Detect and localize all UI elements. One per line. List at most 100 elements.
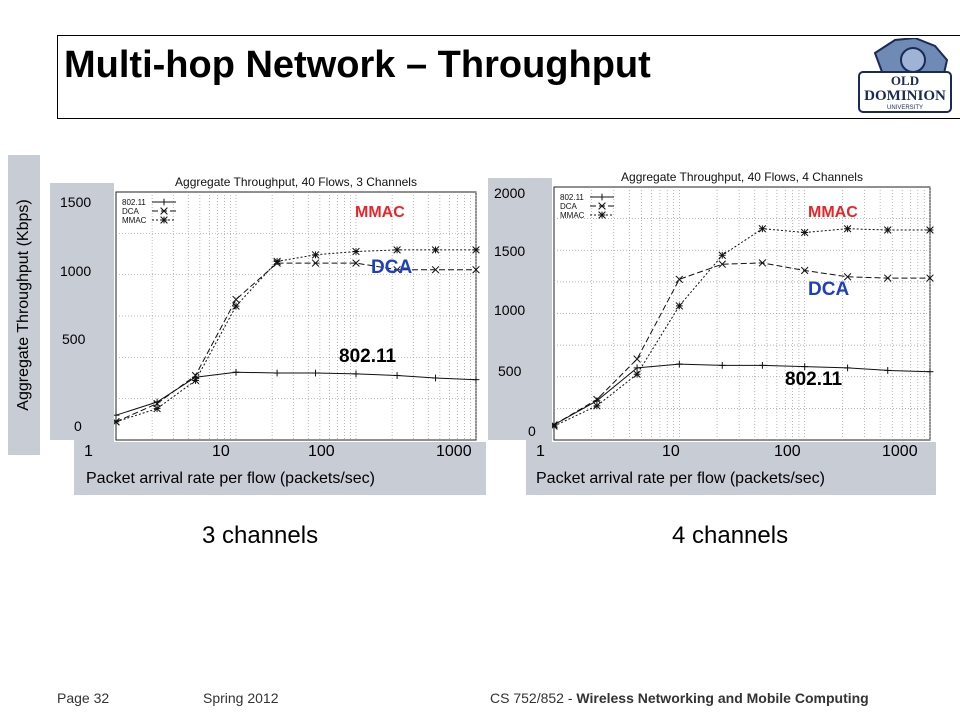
left-point-mmac — [191, 376, 200, 385]
footer-course-bold: Wireless Networking and Mobile Computing — [576, 690, 869, 706]
left-point-mmac — [431, 246, 440, 254]
right-y-tick-0: 0 — [528, 423, 536, 439]
left-chart: Aggregate Throughput, 40 Flows, 3 Channe… — [114, 160, 486, 442]
left-legend-marker-mmac — [160, 216, 168, 224]
right-caption: 4 channels — [672, 522, 789, 549]
left-y-tick-500: 500 — [62, 331, 86, 347]
right-series-80211-line — [553, 363, 931, 426]
y-axis-label: Aggregate Throughput (Kbps) — [15, 199, 32, 411]
right-point-dca — [926, 274, 934, 282]
right-y-tick-1500: 1500 — [494, 243, 526, 259]
left-point-dca — [352, 259, 360, 267]
right-point-mmac — [552, 422, 558, 429]
right-x-axis-title: Packet arrival rate per flow (packets/se… — [536, 470, 825, 487]
left-point-mmac — [352, 247, 360, 256]
left-point-mmac — [114, 418, 120, 425]
right-chart: Aggregate Throughput, 40 Flows, 4 Channe… — [552, 155, 936, 442]
right-x-tick-panel — [526, 440, 936, 495]
right-point-mmac — [843, 224, 852, 233]
right-point-dca — [718, 260, 727, 268]
left-point-mmac — [311, 251, 320, 259]
right-point-dca — [883, 274, 892, 282]
right-y-tick-2000: 2000 — [494, 185, 526, 201]
left-annot-mmac: MMAC — [355, 204, 405, 221]
right-legend-label-mmac: MMAC — [560, 211, 585, 220]
right-point-dca — [593, 395, 601, 404]
right-background — [552, 155, 936, 442]
left-point-dca — [431, 265, 440, 274]
slide-title: Multi-hop Network – Throughput — [64, 44, 651, 86]
left-series-80211-markers — [114, 368, 480, 419]
right-point-mmac — [593, 402, 601, 410]
right-annot-dca: DCA — [808, 279, 850, 300]
left-point-mmac — [273, 257, 281, 266]
left-x-tick-100: 100 — [308, 443, 335, 460]
left-caption: 3 channels — [202, 522, 319, 549]
logo-text-old: OLD — [891, 73, 919, 88]
left-y-tick-panel — [50, 183, 114, 440]
left-x-tick-panel — [74, 440, 486, 495]
right-point-mmac — [675, 302, 684, 310]
left-legend-marker-dca — [160, 207, 168, 215]
left-x-axis-title: Packet arrival rate per flow (packets/se… — [86, 470, 375, 487]
left-series-dca-line — [115, 262, 476, 423]
right-chart-title: Aggregate Throughput, 40 Flows, 4 Channe… — [621, 170, 863, 184]
left-x-tick-10: 10 — [212, 443, 230, 460]
right-x-tick-10: 10 — [662, 443, 680, 460]
right-annot-80211: 802.11 — [785, 369, 843, 390]
left-y-tick-1000: 1000 — [60, 263, 92, 279]
left-point-dca — [232, 295, 240, 304]
right-annot-mmac: MMAC — [808, 204, 858, 221]
right-series-mmac-markers — [552, 224, 934, 430]
title-frame — [57, 35, 960, 119]
right-point-mmac — [633, 370, 641, 378]
left-background — [114, 160, 486, 442]
left-point-mmac — [232, 302, 240, 310]
footer-term: Spring 2012 — [203, 690, 279, 706]
right-x-tick-1000: 1000 — [882, 443, 918, 460]
footer-page: Page 32 — [57, 690, 110, 706]
left-y-tick-1500: 1500 — [60, 194, 92, 210]
left-series-mmac-line — [115, 249, 476, 423]
right-y-tick-1000: 1000 — [494, 302, 526, 318]
right-series-mmac-line — [553, 228, 930, 427]
left-legend-label-mmac: MMAC — [122, 216, 147, 225]
left-legend-label-80211: 802.11 — [122, 198, 146, 207]
right-y-tick-panel — [488, 178, 552, 440]
y-label-panel — [8, 155, 40, 455]
logo-text-dominion: DOMINION — [864, 88, 946, 104]
right-point-dca — [633, 355, 641, 363]
footer-course-plain: CS 752/852 - — [490, 690, 577, 706]
right-series-80211-markers — [552, 360, 934, 429]
left-point-mmac — [393, 246, 401, 254]
university-logo: OLD DOMINION UNIVERSITY — [858, 38, 952, 113]
right-y-tick-500: 500 — [498, 363, 522, 379]
left-x-tick-1: 1 — [84, 443, 93, 460]
right-point-mmac — [758, 224, 767, 233]
left-point-mmac — [472, 246, 480, 254]
right-legend-label-dca: DCA — [560, 202, 578, 211]
right-x-tick-100: 100 — [774, 443, 801, 460]
right-point-mmac — [718, 251, 727, 260]
right-point-mmac — [800, 228, 809, 237]
left-point-dca — [472, 265, 480, 274]
right-point-dca — [758, 259, 767, 267]
right-legend-marker-dca — [598, 202, 606, 210]
right-series-dca-line — [553, 262, 930, 426]
right-point-dca — [800, 266, 809, 275]
right-series-dca-markers — [552, 259, 934, 429]
left-point-mmac — [153, 404, 161, 413]
left-legend-label-dca: DCA — [122, 207, 140, 216]
right-point-dca — [843, 273, 852, 281]
right-legend-marker-mmac — [598, 211, 606, 219]
right-legend-label-80211: 802.11 — [560, 193, 584, 202]
right-point-mmac — [883, 226, 892, 234]
left-point-dca — [311, 259, 320, 267]
left-series-mmac-markers — [114, 246, 480, 426]
left-y-tick-0: 0 — [74, 418, 82, 434]
left-x-tick-1000: 1000 — [436, 443, 472, 460]
footer-course: CS 752/852 - Wireless Networking and Mob… — [490, 690, 869, 706]
left-annot-80211: 802.11 — [339, 346, 397, 367]
left-annot-dca: DCA — [371, 257, 413, 278]
logo-text-university: UNIVERSITY — [887, 105, 923, 111]
